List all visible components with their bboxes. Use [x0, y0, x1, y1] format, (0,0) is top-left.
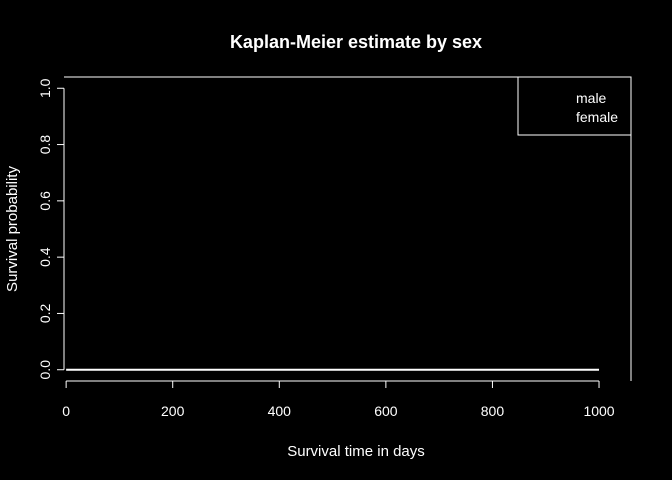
x-axis: 0 200 400 600 800 1000 — [62, 380, 615, 419]
y-tick-label: 0.4 — [37, 247, 53, 267]
x-tick-label: 400 — [268, 403, 292, 419]
legend-entry-male: male — [576, 90, 607, 106]
x-tick-label: 1000 — [583, 403, 614, 419]
x-axis-label: Survival time in days — [287, 443, 425, 460]
x-tick-label: 200 — [161, 403, 185, 419]
y-tick-label: 0.0 — [37, 360, 53, 380]
x-tick-label: 800 — [481, 403, 505, 419]
legend-entry-female: female — [576, 109, 618, 125]
y-tick-label: 0.2 — [37, 304, 53, 324]
legend-box — [517, 76, 632, 136]
legend: male female — [517, 76, 632, 136]
y-tick-label: 0.6 — [37, 191, 53, 211]
y-axis-label: Survival probability — [4, 166, 21, 292]
y-tick-label: 0.8 — [37, 135, 53, 155]
y-axis: 0.0 0.2 0.4 0.6 0.8 1.0 — [37, 78, 65, 380]
chart-title: Kaplan-Meier estimate by sex — [230, 32, 482, 52]
x-tick-label: 0 — [62, 403, 70, 419]
x-tick-label: 600 — [374, 403, 398, 419]
y-tick-label: 1.0 — [37, 78, 53, 98]
